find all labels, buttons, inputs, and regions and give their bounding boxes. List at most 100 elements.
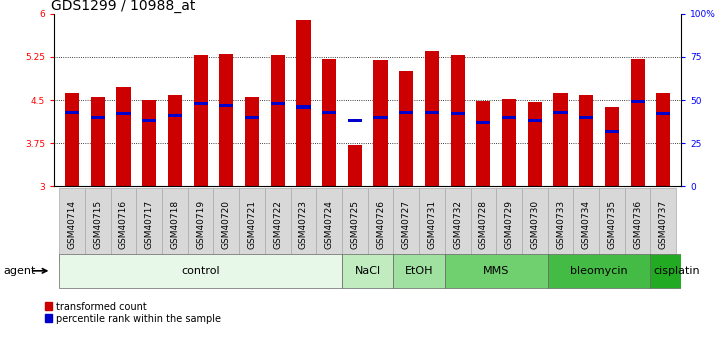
Bar — [168, 114, 182, 117]
Bar — [245, 97, 259, 186]
FancyBboxPatch shape — [162, 188, 187, 261]
Text: NaCl: NaCl — [355, 266, 381, 276]
Bar — [477, 121, 490, 124]
Bar — [579, 96, 593, 186]
Text: GSM40728: GSM40728 — [479, 200, 488, 249]
Text: GSM40733: GSM40733 — [556, 200, 565, 249]
FancyBboxPatch shape — [394, 188, 419, 261]
Bar — [373, 116, 388, 119]
Bar — [477, 101, 490, 186]
Text: GSM40722: GSM40722 — [273, 200, 282, 249]
Bar — [296, 20, 311, 186]
FancyBboxPatch shape — [496, 188, 522, 261]
Text: GSM40735: GSM40735 — [607, 200, 616, 249]
Text: GSM40718: GSM40718 — [170, 200, 180, 249]
FancyBboxPatch shape — [650, 188, 676, 261]
Text: GSM40719: GSM40719 — [196, 200, 205, 249]
Bar — [399, 71, 413, 186]
Bar — [528, 102, 542, 186]
Bar — [142, 119, 156, 122]
FancyBboxPatch shape — [110, 188, 136, 261]
Text: MMS: MMS — [483, 266, 510, 276]
Text: GSM40736: GSM40736 — [633, 200, 642, 249]
Bar — [579, 116, 593, 119]
Bar — [554, 93, 567, 186]
Bar — [193, 102, 208, 105]
Bar — [219, 54, 234, 186]
FancyBboxPatch shape — [445, 188, 471, 261]
Text: GSM40729: GSM40729 — [505, 200, 513, 249]
Text: agent: agent — [4, 266, 36, 276]
FancyBboxPatch shape — [471, 188, 496, 261]
FancyBboxPatch shape — [291, 188, 317, 261]
Bar — [219, 104, 234, 107]
Bar — [399, 110, 413, 114]
FancyBboxPatch shape — [213, 188, 239, 261]
FancyBboxPatch shape — [625, 188, 650, 261]
Text: GSM40717: GSM40717 — [145, 200, 154, 249]
Text: GSM40732: GSM40732 — [454, 200, 462, 249]
FancyBboxPatch shape — [239, 188, 265, 261]
Text: GSM40715: GSM40715 — [93, 200, 102, 249]
Text: control: control — [181, 266, 220, 276]
Bar — [168, 96, 182, 186]
Bar — [656, 93, 671, 186]
FancyBboxPatch shape — [419, 188, 445, 261]
Text: GSM40734: GSM40734 — [582, 200, 590, 249]
Bar — [270, 55, 285, 186]
Bar — [451, 55, 465, 186]
FancyBboxPatch shape — [187, 188, 213, 261]
Bar — [502, 99, 516, 186]
FancyBboxPatch shape — [599, 188, 625, 261]
Text: GSM40737: GSM40737 — [659, 200, 668, 249]
Bar — [296, 105, 311, 109]
FancyBboxPatch shape — [445, 254, 548, 288]
FancyBboxPatch shape — [573, 188, 599, 261]
Bar — [193, 55, 208, 186]
Bar — [91, 116, 105, 119]
Bar — [373, 60, 388, 186]
FancyBboxPatch shape — [548, 188, 573, 261]
FancyBboxPatch shape — [136, 188, 162, 261]
Bar — [65, 110, 79, 114]
Bar — [528, 119, 542, 122]
Text: GSM40727: GSM40727 — [402, 200, 411, 249]
FancyBboxPatch shape — [59, 254, 342, 288]
Bar — [116, 87, 131, 186]
Bar — [451, 112, 465, 116]
Bar — [65, 93, 79, 186]
FancyBboxPatch shape — [368, 188, 394, 261]
Text: EtOH: EtOH — [405, 266, 433, 276]
Bar — [142, 100, 156, 186]
Text: GSM40730: GSM40730 — [531, 200, 539, 249]
FancyBboxPatch shape — [650, 254, 702, 288]
Bar — [656, 112, 671, 116]
Text: GSM40726: GSM40726 — [376, 200, 385, 249]
FancyBboxPatch shape — [548, 254, 650, 288]
FancyBboxPatch shape — [317, 188, 342, 261]
FancyBboxPatch shape — [394, 254, 445, 288]
Bar — [348, 145, 362, 186]
FancyBboxPatch shape — [265, 188, 291, 261]
Bar — [348, 119, 362, 122]
Bar — [270, 102, 285, 105]
FancyBboxPatch shape — [522, 188, 548, 261]
Bar — [554, 110, 567, 114]
Bar — [605, 129, 619, 133]
Bar — [605, 107, 619, 186]
Bar — [502, 116, 516, 119]
Legend: transformed count, percentile rank within the sample: transformed count, percentile rank withi… — [45, 302, 221, 324]
Bar — [631, 59, 645, 186]
Text: GSM40724: GSM40724 — [324, 200, 334, 249]
Bar — [425, 110, 439, 114]
Text: GSM40720: GSM40720 — [222, 200, 231, 249]
Text: GSM40716: GSM40716 — [119, 200, 128, 249]
Bar — [425, 51, 439, 186]
Text: GSM40723: GSM40723 — [299, 200, 308, 249]
Text: GSM40725: GSM40725 — [350, 200, 359, 249]
Text: cisplatin: cisplatin — [653, 266, 699, 276]
Bar — [91, 97, 105, 186]
Bar — [116, 112, 131, 116]
Text: GSM40731: GSM40731 — [428, 200, 436, 249]
FancyBboxPatch shape — [342, 254, 394, 288]
